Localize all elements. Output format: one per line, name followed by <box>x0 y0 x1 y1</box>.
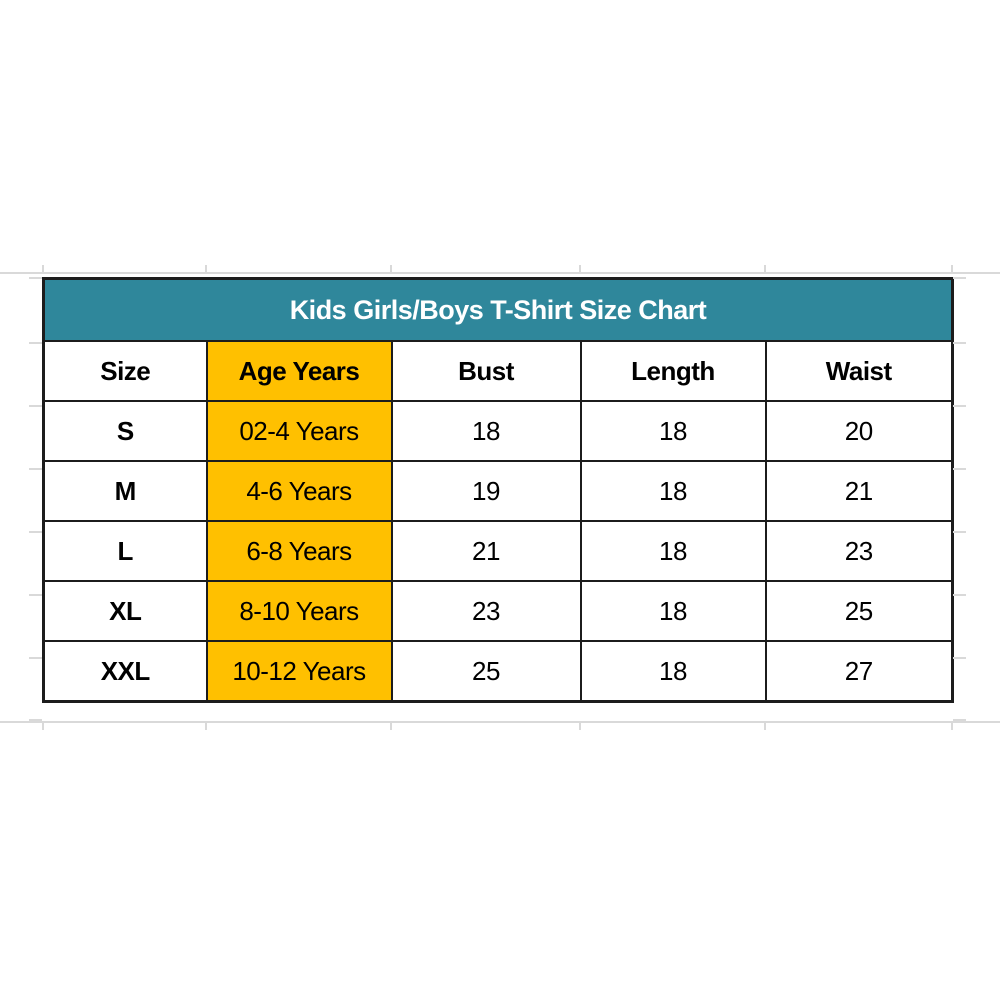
column-header-age-years: Age Years <box>205 340 393 402</box>
spreadsheet-gridline <box>953 468 966 470</box>
spreadsheet-gridline <box>390 723 392 730</box>
spreadsheet-gridline <box>29 531 42 533</box>
spreadsheet-gridline <box>42 723 44 730</box>
cell-age-years-l: 6-8 Years <box>205 520 393 582</box>
spreadsheet-gridline <box>953 657 966 659</box>
column-header-size: Size <box>42 340 208 402</box>
cell-waist-xl: 25 <box>764 580 954 642</box>
table-row-xl: XL 8-10 Years 23 18 25 <box>42 580 954 642</box>
spreadsheet-gridline <box>953 405 966 407</box>
cell-bust-l: 21 <box>390 520 582 582</box>
spreadsheet-gridline <box>29 719 42 721</box>
cell-bust-xxl: 25 <box>390 640 582 703</box>
cell-length-m: 18 <box>579 460 767 522</box>
cell-age-years-s: 02-4 Years <box>205 400 393 462</box>
spreadsheet-gridline <box>205 265 207 272</box>
cell-length-l: 18 <box>579 520 767 582</box>
spreadsheet-gridline <box>205 723 207 730</box>
cell-size-l: L <box>42 520 208 582</box>
table-title-row: Kids Girls/Boys T-Shirt Size Chart <box>42 277 954 342</box>
cell-age-years-xl: 8-10 Years <box>205 580 393 642</box>
spreadsheet-gridline <box>29 657 42 659</box>
column-header-bust: Bust <box>390 340 582 402</box>
table-row-m: M 4-6 Years 19 18 21 <box>42 460 954 522</box>
spreadsheet-gridline <box>953 277 966 279</box>
cell-size-xl: XL <box>42 580 208 642</box>
cell-length-s: 18 <box>579 400 767 462</box>
spreadsheet-gridline <box>953 342 966 344</box>
table-row-xxl: XXL 10-12 Years 25 18 27 <box>42 640 954 703</box>
size-chart-table: Kids Girls/Boys T-Shirt Size Chart Size A… <box>42 277 954 703</box>
spreadsheet-gridline <box>953 719 966 721</box>
cell-size-xxl: XXL <box>42 640 208 703</box>
spreadsheet-gridline <box>29 594 42 596</box>
cell-age-years-xxl: 10-12 Years <box>205 640 393 703</box>
spreadsheet-gridline <box>951 265 953 272</box>
table-body: S 02-4 Years 18 18 20 M 4-6 Years 19 18 21 L 6-8 Ye… <box>42 400 954 703</box>
cell-size-m: M <box>42 460 208 522</box>
column-header-length: Length <box>579 340 767 402</box>
spreadsheet-gridline <box>29 342 42 344</box>
cell-bust-xl: 23 <box>390 580 582 642</box>
spreadsheet-gridline <box>0 721 1000 723</box>
cell-size-s: S <box>42 400 208 462</box>
cell-age-years-m: 4-6 Years <box>205 460 393 522</box>
spreadsheet-gridline <box>29 277 42 279</box>
cell-bust-m: 19 <box>390 460 582 522</box>
cell-waist-l: 23 <box>764 520 954 582</box>
spreadsheet-gridline <box>390 265 392 272</box>
cell-length-xl: 18 <box>579 580 767 642</box>
spreadsheet-gridline <box>29 468 42 470</box>
table-row-s: S 02-4 Years 18 18 20 <box>42 400 954 462</box>
spreadsheet-gridline <box>579 723 581 730</box>
spreadsheet-gridline <box>579 265 581 272</box>
cell-bust-s: 18 <box>390 400 582 462</box>
spreadsheet-gridline <box>951 723 953 730</box>
table-title: Kids Girls/Boys T-Shirt Size Chart <box>42 277 954 342</box>
cell-length-xxl: 18 <box>579 640 767 703</box>
spreadsheet-gridline <box>0 272 1000 274</box>
spreadsheet-gridline <box>42 265 44 272</box>
table-row-l: L 6-8 Years 21 18 23 <box>42 520 954 582</box>
spreadsheet-gridline <box>953 531 966 533</box>
cell-waist-s: 20 <box>764 400 954 462</box>
cell-waist-m: 21 <box>764 460 954 522</box>
table-header-row: Size Age Years Bust Length Waist <box>42 340 954 402</box>
spreadsheet-gridline <box>764 265 766 272</box>
spreadsheet-gridline <box>764 723 766 730</box>
spreadsheet-gridline <box>29 405 42 407</box>
column-header-waist: Waist <box>764 340 954 402</box>
spreadsheet-gridline <box>953 594 966 596</box>
cell-waist-xxl: 27 <box>764 640 954 703</box>
